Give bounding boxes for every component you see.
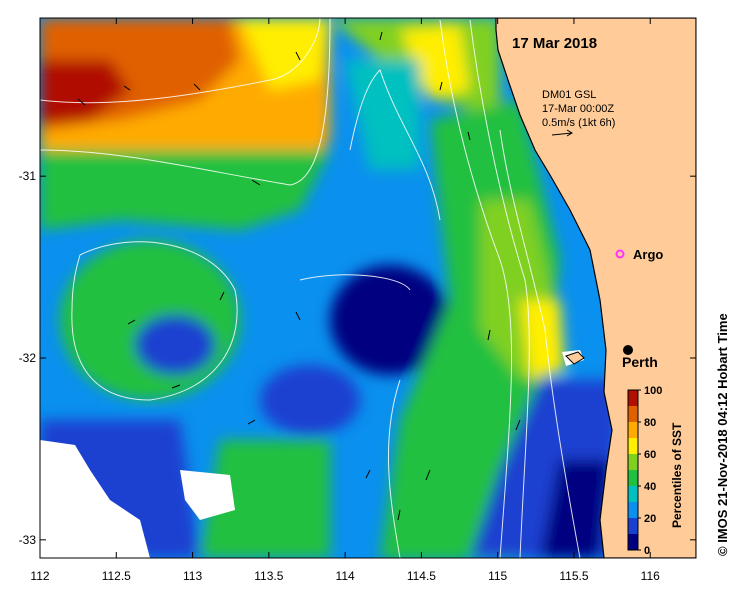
rottnest-island (565, 351, 585, 365)
x-tick-label: 113 (183, 569, 202, 583)
colorbar-tick-label: 40 (644, 481, 656, 493)
y-tick-label: -33 (19, 533, 37, 547)
x-tick-label: 112.5 (102, 569, 131, 583)
colorbar-swatch (628, 438, 638, 454)
x-axis: 112 112.5 113 113.5 114 114.5 115 115.5 116 (30, 18, 660, 583)
plot-frame (39, 17, 697, 559)
argo-marker-icon (615, 249, 625, 259)
colorbar-swatch (628, 390, 638, 406)
colorbar: 0 20 40 60 80 100 Percentiles of SST (627, 385, 684, 557)
no-data-patches (40, 350, 584, 558)
perth-label: Perth (622, 354, 658, 370)
colorbar-swatch (628, 454, 638, 470)
y-axis: -31 -32 -33 (19, 169, 696, 547)
colorbar-title: Percentiles of SST (670, 422, 684, 528)
current-vectors (77, 31, 521, 521)
credit-text: © IMOS 21-Nov-2018 04:12 Hobart Time (715, 313, 730, 556)
x-tick-label: 112 (30, 569, 49, 583)
platform-label: DM01 GSL (542, 89, 596, 101)
colorbar-swatch (628, 534, 638, 550)
perth-marker-icon (623, 345, 633, 355)
scale-arrow-icon (551, 129, 573, 137)
place-perth: Perth (622, 345, 658, 370)
x-tick-label: 116 (641, 569, 660, 583)
x-tick-label: 115.5 (559, 569, 588, 583)
colorbar-swatch (628, 422, 638, 438)
x-tick-label: 114.5 (407, 569, 436, 583)
date-label: 17 Mar 2018 (512, 35, 597, 52)
colorbar-tick-label: 60 (644, 449, 656, 461)
colorbar-swatch (628, 486, 638, 502)
colorbar-tick-label: 20 (644, 513, 656, 525)
colorbar-swatch (628, 518, 638, 534)
datetime-label: 17-Mar 00:00Z (542, 103, 614, 115)
sst-field (40, 18, 620, 558)
colorbar-swatch (628, 502, 638, 518)
x-tick-label: 113.5 (254, 569, 283, 583)
x-tick-label: 115 (488, 569, 507, 583)
colorbar-tick-label: 0 (644, 545, 650, 557)
colorbar-tick-label: 80 (644, 417, 656, 429)
argo-label: Argo (633, 247, 663, 262)
contour-lines (40, 18, 581, 558)
place-argo: Argo (615, 247, 663, 262)
y-tick-label: -31 (19, 169, 37, 183)
colorbar-swatch (628, 406, 638, 422)
y-tick-label: -32 (19, 351, 37, 365)
x-tick-label: 114 (336, 569, 355, 583)
land-mass (495, 18, 696, 558)
scale-label: 0.5m/s (1kt 6h) (542, 117, 615, 129)
colorbar-tick-label: 100 (644, 385, 662, 397)
colorbar-swatch (628, 470, 638, 486)
